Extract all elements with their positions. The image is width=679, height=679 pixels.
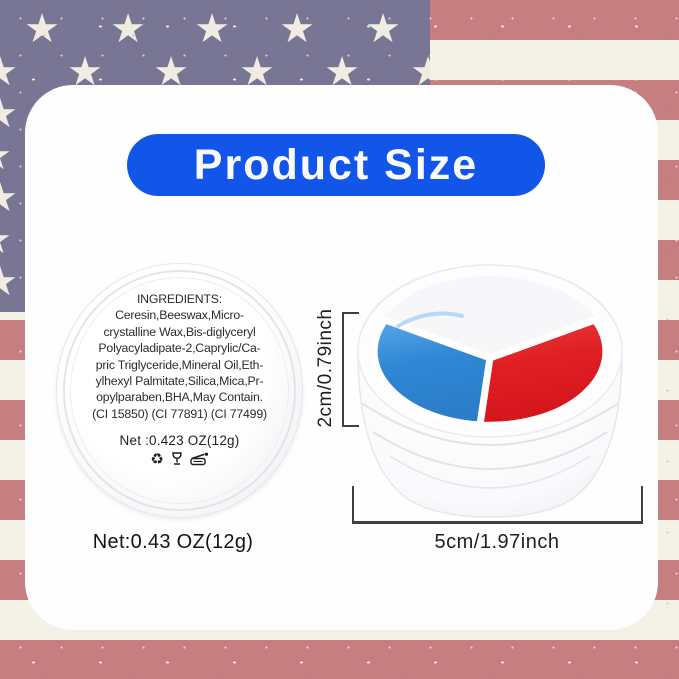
- ingredients-line: Ceresin,Beeswax,Micro-: [115, 308, 244, 323]
- star-icon: ★: [0, 178, 20, 218]
- ingredients-text-block: INGREDIENTS: Ceresin,Beeswax,Micro- crys…: [57, 264, 302, 467]
- fragile-glass-icon: [171, 452, 182, 465]
- height-dimension-bracket: [342, 312, 359, 427]
- star-icon: ★: [279, 7, 315, 51]
- ingredients-line: Polyacyladipate-2,Caprylic/Ca-: [98, 341, 261, 356]
- net-weight-caption: Net:0.43 OZ(12g): [92, 531, 254, 553]
- star-icon: ★: [0, 262, 20, 302]
- ingredients-heading: INGREDIENTS:: [136, 292, 223, 306]
- lid-net-weight: Net :0.423 OZ(12g): [119, 433, 240, 449]
- star-icon: ★: [194, 7, 230, 51]
- star-icon: ★: [0, 220, 14, 260]
- width-dimension-label: 5cm/1.97inch: [434, 531, 560, 553]
- height-dimension-label: 2cm/0.79inch: [315, 308, 336, 428]
- star-icon: ★: [0, 52, 20, 92]
- lid-symbols-row: ♻: [57, 452, 302, 467]
- ingredients-lid-photo: INGREDIENTS: Ceresin,Beeswax,Micro- crys…: [56, 263, 303, 518]
- product-size-banner: Product Size: [127, 134, 545, 196]
- star-icon: ★: [0, 94, 20, 134]
- star-icon: ★: [0, 136, 14, 176]
- ingredients-line: crystalline Wax,Bis-diglyceryl: [103, 324, 256, 339]
- ingredients-line: ylhexyl Palmitate,Silica,Mica,Pr-: [95, 374, 264, 389]
- star-icon: ★: [110, 7, 146, 51]
- open-jar-icon: [189, 452, 208, 466]
- width-dimension-bracket: [352, 486, 643, 524]
- star-icon: ★: [24, 7, 60, 51]
- ingredients-line: (CI 15850) (CI 77891) (CI 77499): [92, 406, 267, 421]
- ingredients-line: pric Triglyceride,Mineral Oil,Eth-: [95, 357, 264, 372]
- ingredients-line: opylparaben,BHA,May Contain.: [96, 390, 263, 405]
- star-icon: ★: [365, 7, 401, 51]
- page-title: Product Size: [193, 140, 479, 189]
- recycle-icon: ♻: [150, 450, 164, 468]
